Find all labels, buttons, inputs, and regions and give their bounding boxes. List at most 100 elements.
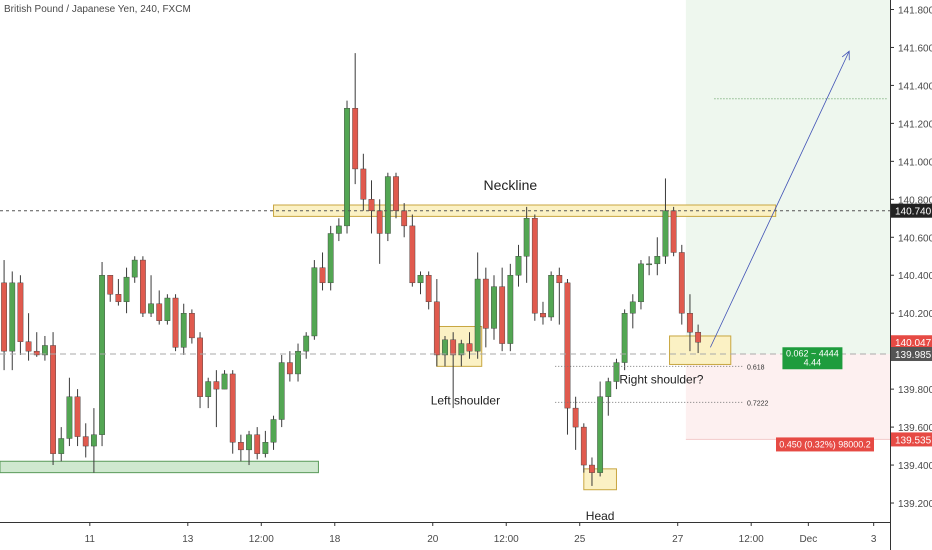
candles-layer xyxy=(1,53,702,486)
candle-body[interactable] xyxy=(99,275,105,435)
candle-body[interactable] xyxy=(58,438,65,454)
candle-body[interactable] xyxy=(621,313,628,363)
candle-body[interactable] xyxy=(507,275,514,344)
candle-body[interactable] xyxy=(393,176,399,211)
y-tick-label: 141.600 xyxy=(898,43,932,54)
candle-body[interactable] xyxy=(107,275,114,295)
candle-body[interactable] xyxy=(172,297,179,348)
candle-body[interactable] xyxy=(678,252,685,314)
candle-body[interactable] xyxy=(646,263,653,266)
candle-body[interactable] xyxy=(556,275,563,284)
candle-body[interactable] xyxy=(580,426,587,466)
candle-body[interactable] xyxy=(278,362,285,420)
stop-price-tag-box xyxy=(891,432,932,447)
candle-body[interactable] xyxy=(564,282,571,409)
candle-body[interactable] xyxy=(368,199,375,211)
candle-body[interactable] xyxy=(572,407,579,428)
candle-body[interactable] xyxy=(425,275,432,303)
candle-body[interactable] xyxy=(311,267,318,337)
candle-body[interactable] xyxy=(605,381,612,397)
reward-zone xyxy=(685,0,890,355)
candle-body[interactable] xyxy=(442,339,448,356)
candle-body[interactable] xyxy=(662,210,669,257)
candle-body[interactable] xyxy=(74,396,81,437)
candle-body[interactable] xyxy=(254,434,261,454)
y-tick-label: 140.400 xyxy=(898,271,932,282)
candle-body[interactable] xyxy=(335,225,342,234)
candle-body[interactable] xyxy=(409,225,416,284)
candle-body[interactable] xyxy=(82,436,89,447)
candle-body[interactable] xyxy=(115,294,122,303)
candle-body[interactable] xyxy=(42,345,48,356)
candle-body[interactable] xyxy=(450,339,457,356)
candle-body[interactable] xyxy=(670,210,677,253)
candle-body[interactable] xyxy=(531,218,538,314)
candle-body[interactable] xyxy=(482,278,489,329)
candle-body[interactable] xyxy=(458,343,465,356)
candle-body[interactable] xyxy=(589,464,595,473)
candle-body[interactable] xyxy=(687,313,693,333)
candle-body[interactable] xyxy=(1,282,7,352)
candle-body[interactable] xyxy=(695,331,702,343)
candle-body[interactable] xyxy=(295,350,301,375)
candle-body[interactable] xyxy=(237,442,244,451)
candle-body[interactable] xyxy=(33,350,40,356)
candle-body[interactable] xyxy=(597,396,604,473)
candle-body[interactable] xyxy=(156,303,163,321)
candle-body[interactable] xyxy=(613,362,620,382)
candle-body[interactable] xyxy=(352,107,359,170)
candle-body[interactable] xyxy=(131,259,138,278)
candle-body[interactable] xyxy=(491,286,497,329)
candle-body[interactable] xyxy=(401,210,408,227)
candle-body[interactable] xyxy=(148,303,154,314)
candle-body[interactable] xyxy=(246,434,252,451)
x-tick-label: 18 xyxy=(329,534,341,545)
zone-layer xyxy=(0,204,777,491)
candle-body[interactable] xyxy=(221,373,228,390)
y-tick-label: 139.800 xyxy=(898,385,932,396)
candle-body[interactable] xyxy=(17,282,24,342)
candle-body[interactable] xyxy=(654,256,661,265)
candle-body[interactable] xyxy=(262,442,269,454)
candle-body[interactable] xyxy=(286,362,293,375)
candle-body[interactable] xyxy=(474,278,481,352)
candle-body[interactable] xyxy=(50,345,56,454)
candle-body[interactable] xyxy=(139,259,146,314)
candle-body[interactable] xyxy=(376,210,383,234)
candle-body[interactable] xyxy=(9,282,16,352)
candle-body[interactable] xyxy=(638,263,644,303)
candle-body[interactable] xyxy=(433,301,440,356)
candle-body[interactable] xyxy=(344,107,350,227)
candle-body[interactable] xyxy=(515,256,522,276)
candle-body[interactable] xyxy=(417,275,424,284)
candle-body[interactable] xyxy=(466,343,473,352)
candle-body[interactable] xyxy=(66,396,73,439)
candle-body[interactable] xyxy=(123,276,130,303)
y-tick-label: 140.800 xyxy=(898,195,932,206)
candle-body[interactable] xyxy=(270,419,277,443)
candle-body[interactable] xyxy=(188,313,195,339)
last-price-tag-label: 140.047 xyxy=(895,338,932,349)
candle-body[interactable] xyxy=(523,218,530,257)
neckline-label: Neckline xyxy=(483,177,537,193)
candle-body[interactable] xyxy=(327,233,334,284)
candle-body[interactable] xyxy=(629,301,636,314)
candle-body[interactable] xyxy=(197,337,203,397)
candle-body[interactable] xyxy=(360,168,367,200)
candle-body[interactable] xyxy=(384,176,391,234)
candle-body[interactable] xyxy=(540,313,546,318)
candle-body[interactable] xyxy=(303,335,310,352)
candle-body[interactable] xyxy=(205,381,212,397)
candle-body[interactable] xyxy=(164,297,171,321)
candle-body[interactable] xyxy=(91,434,97,447)
candle-body[interactable] xyxy=(319,267,326,284)
candle-body[interactable] xyxy=(499,286,506,344)
candle-body[interactable] xyxy=(180,313,187,348)
candle-body[interactable] xyxy=(213,381,220,390)
candle-body[interactable] xyxy=(25,341,32,352)
candle-body[interactable] xyxy=(548,275,555,318)
candle-body[interactable] xyxy=(229,373,236,443)
